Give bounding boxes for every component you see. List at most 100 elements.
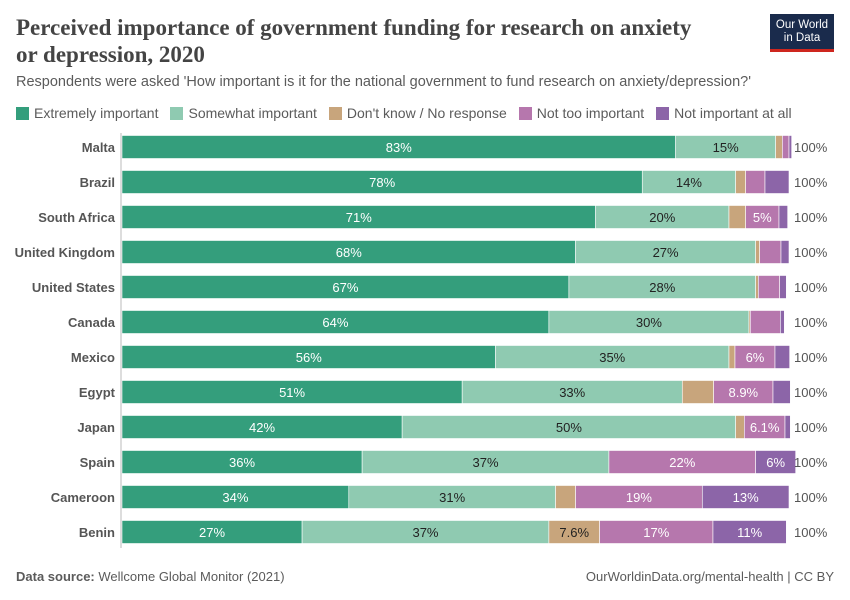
data-label: 19% [626,490,652,505]
bar-segment [555,485,576,509]
data-label: 50% [556,420,582,435]
bar-segment [788,135,792,159]
bar-segment [681,380,714,404]
category-label: Egypt [79,385,116,400]
total-label: 100% [794,385,828,400]
data-label: 37% [472,455,498,470]
category-label: United Kingdom [15,245,115,260]
data-label: 7.6% [559,525,589,540]
category-label: Japan [77,420,115,435]
data-label: 6% [746,350,765,365]
data-label: 6% [766,455,785,470]
data-label: 37% [412,525,438,540]
data-label: 15% [713,140,739,155]
legend-swatch [656,106,670,120]
total-label: 100% [794,420,828,435]
data-label: 20% [649,210,675,225]
bar-segment [784,415,791,439]
total-label: 100% [794,210,828,225]
data-label: 34% [222,490,248,505]
data-label: 31% [439,490,465,505]
data-label: 71% [346,210,372,225]
data-label: 27% [653,245,679,260]
data-label: 67% [332,280,358,295]
data-label: 11% [737,525,762,540]
bar-segment [755,275,759,299]
data-label: 8.9% [728,385,758,400]
data-label: 51% [279,385,305,400]
source-label: Data source: [16,569,95,584]
bar-segment [712,520,787,544]
bar-segment [782,135,790,159]
legend-item[interactable]: Don't know / No response [328,105,507,121]
bar-segment [745,170,766,194]
legend-swatch [170,106,184,120]
data-label: 5% [753,210,772,225]
legend-swatch [518,106,532,120]
total-label: 100% [794,525,828,540]
category-label: Cameroon [51,490,115,505]
legend-label: Not important at all [674,105,792,121]
bar-segment [780,310,785,334]
bar-segment [780,240,790,264]
data-label: 33% [559,385,585,400]
bar-segment [759,240,782,264]
bar-segment [750,310,781,334]
category-label: Spain [80,455,115,470]
category-label: South Africa [38,210,116,225]
bar-segment [779,275,787,299]
legend-item[interactable]: Extremely important [16,105,158,121]
data-label: 30% [636,315,662,330]
total-label: 100% [794,315,828,330]
bar-segment [764,170,790,194]
legend-label: Don't know / No response [346,105,507,121]
bar-segment [701,485,790,509]
category-label: Malta [82,140,116,155]
legend-label: Not too important [536,105,645,121]
source-text: Wellcome Global Monitor (2021) [98,569,285,584]
data-label: 68% [336,245,362,260]
data-label: 56% [296,350,322,365]
total-label: 100% [794,490,828,505]
legend-item[interactable]: Not too important [518,105,645,121]
bar-segment [774,345,790,369]
legend-label: Extremely important [34,105,159,121]
footer-source: Data source: Wellcome Global Monitor (20… [16,569,285,584]
category-label: Benin [79,525,115,540]
bar-segment [755,450,796,474]
data-label: 6.1% [750,420,780,435]
data-label: 64% [322,315,348,330]
bar-segment [728,345,736,369]
data-label: 83% [386,140,412,155]
legend-label: Somewhat important [188,105,317,121]
legend-swatch [16,106,29,120]
legend-item[interactable]: Somewhat important [170,105,317,121]
data-label: 28% [649,280,675,295]
total-label: 100% [794,350,828,365]
data-label: 17% [643,525,669,540]
data-label: 14% [676,175,702,190]
legend-swatch [328,106,342,120]
data-label: 27% [199,525,225,540]
legend-item[interactable]: Not important at all [656,105,792,121]
chart-subtitle: Respondents were asked 'How important is… [16,74,751,90]
data-label: 42% [249,420,275,435]
bar-segment [735,415,745,439]
data-label: 22% [669,455,695,470]
data-label: 35% [599,350,625,365]
owid-logo[interactable]: Our World in Data [770,14,834,52]
bar-segment [775,135,783,159]
total-label: 100% [794,455,828,470]
category-label: Canada [68,315,116,330]
bar-segment [735,170,746,194]
bar-segment [728,205,746,229]
data-label: 78% [369,175,395,190]
legend: Extremely important Somewhat important Don… [16,105,792,121]
category-label: United States [32,280,115,295]
total-label: 100% [794,140,828,155]
total-label: 100% [794,280,828,295]
footer-link[interactable]: OurWorldinData.org/mental-health | CC BY [585,569,834,584]
chart-title: Perceived importance of government fundi… [16,15,692,67]
bar-segment [755,240,760,264]
